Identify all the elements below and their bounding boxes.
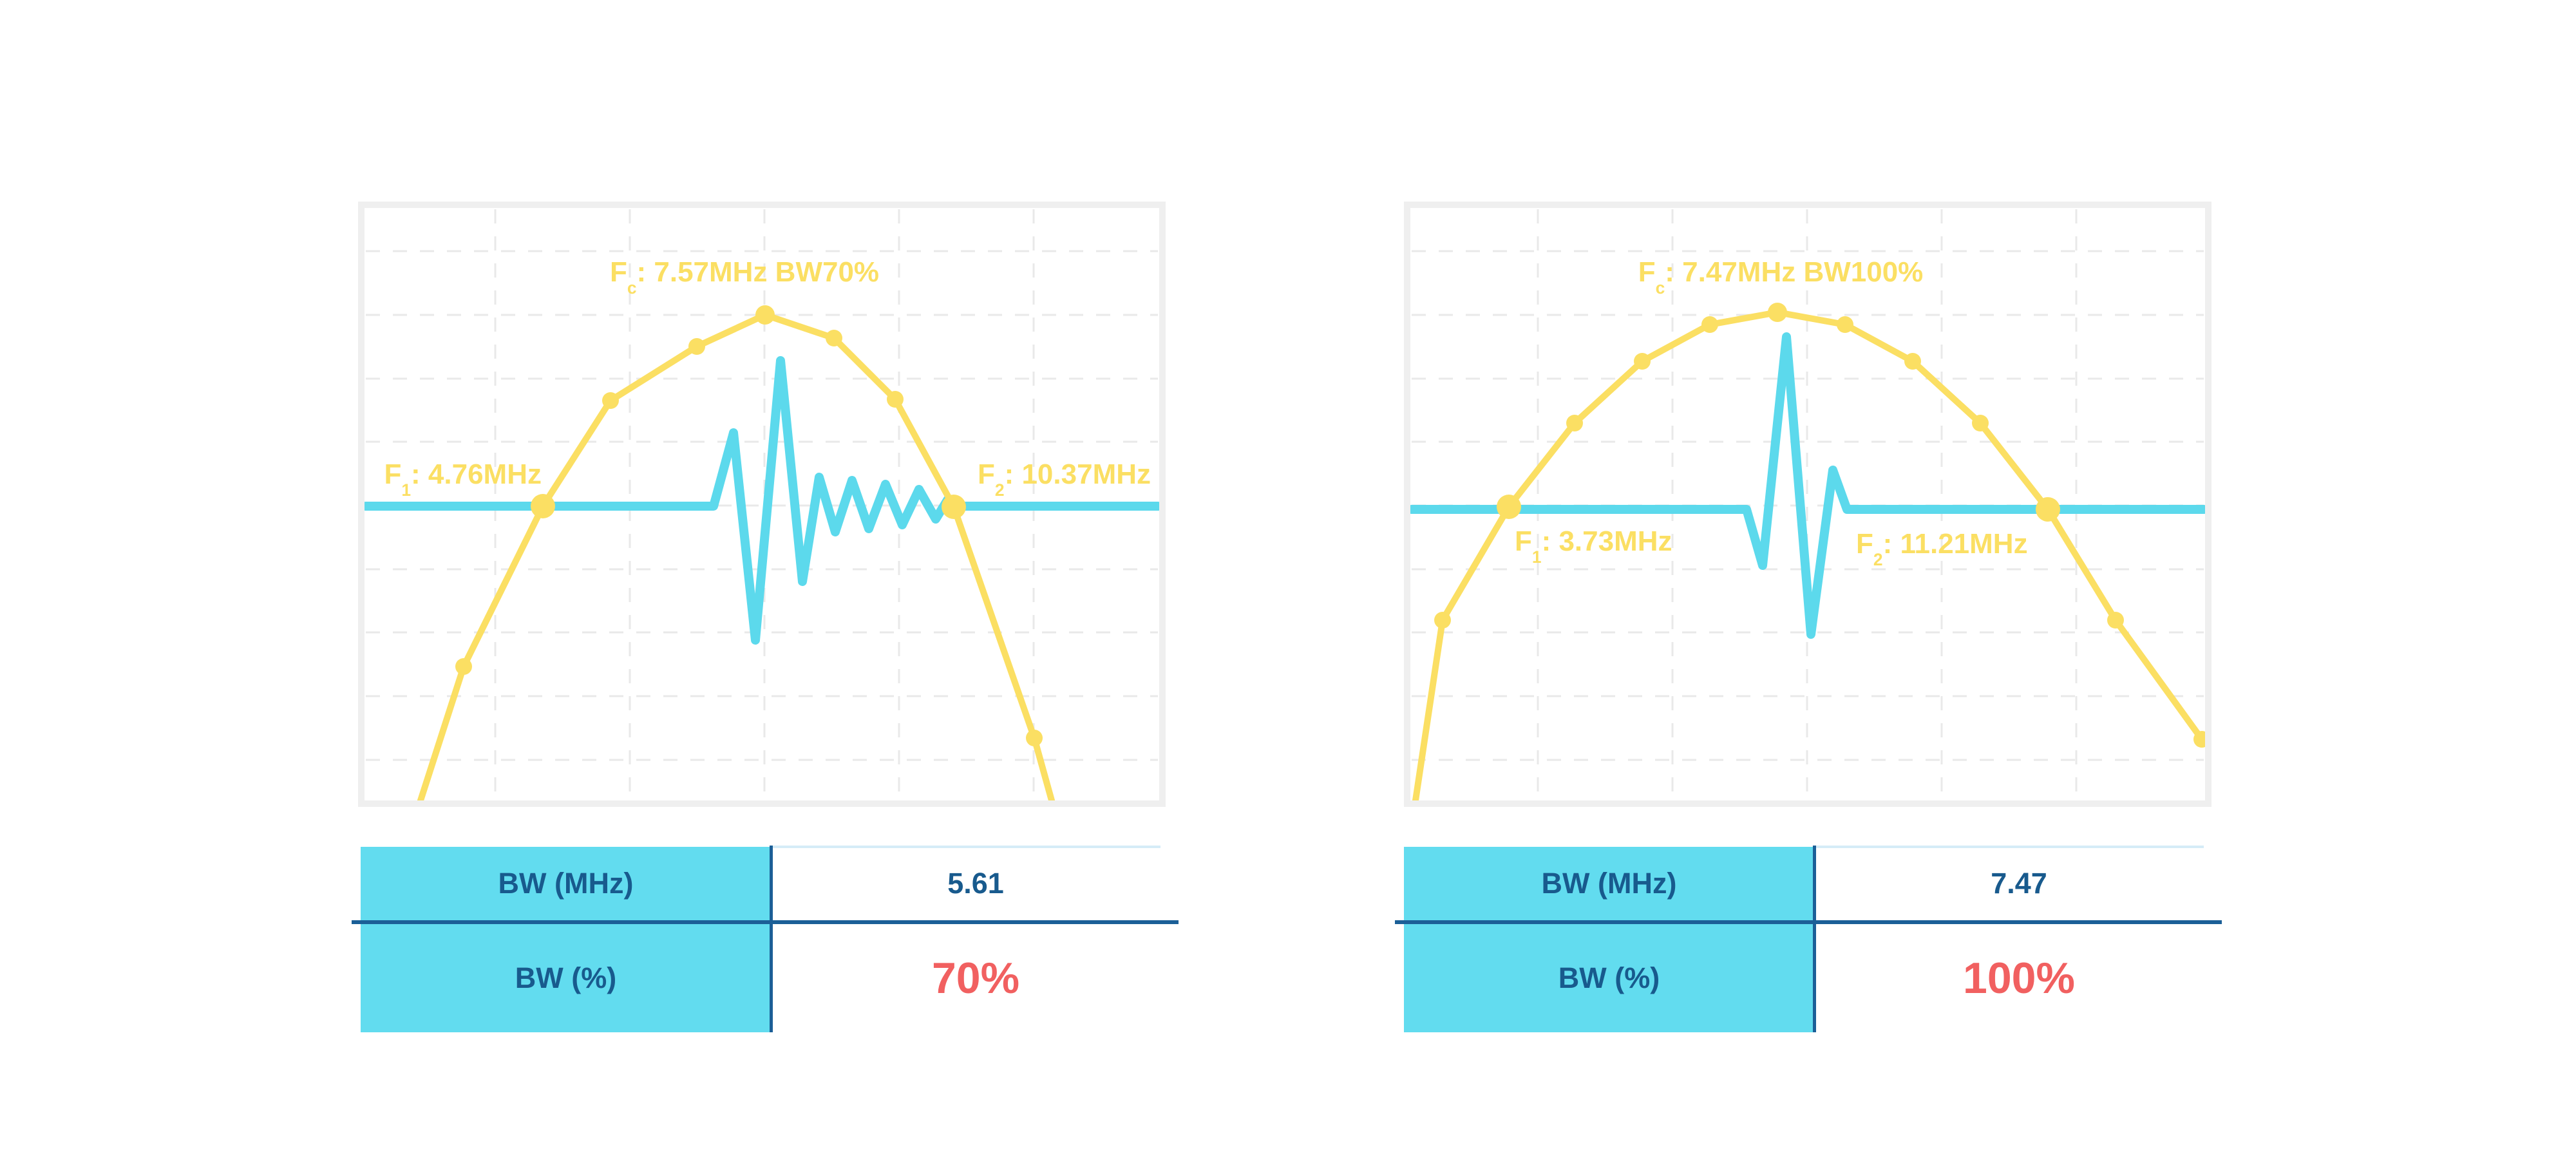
table-top-rule: [771, 846, 1160, 848]
table-column-divider: [1813, 846, 1816, 1032]
bw-percent-label: BW (%): [515, 961, 617, 994]
spectrum-chart-bw100: Fc: 7.47MHz BW100% F1: 3.73MHz F2: 11.21…: [1404, 202, 2211, 807]
table-header-column: [361, 847, 771, 1032]
table-top-rule: [1814, 846, 2204, 848]
bw-percent-value: 100%: [1963, 954, 2075, 1003]
bw-percent-value: 70%: [931, 954, 1020, 1003]
spectrum-plot-bw70: [358, 202, 1166, 807]
table-row-divider: [352, 920, 1179, 924]
center-frequency-annotation: Fc: 7.57MHz BW70%: [609, 256, 880, 298]
spectrum-plot-bw100: [1404, 202, 2211, 807]
table-header-column: [1404, 847, 1814, 1032]
bw-mhz-value: 5.61: [947, 867, 1004, 900]
bw-mhz-label: BW (MHz): [498, 867, 634, 900]
bw-percent-label: BW (%): [1558, 961, 1660, 994]
table-row-divider: [1395, 920, 2222, 924]
table-column-divider: [770, 846, 773, 1032]
center-frequency-annotation: Fc: 7.47MHz BW100%: [1638, 256, 1924, 298]
f1-annotation: F1: 4.76MHz: [384, 459, 542, 500]
f2-annotation: F2: 11.21MHz: [1856, 528, 2028, 570]
bandwidth-table-bw70: BW (MHz) 5.61 BW (%) 70%: [352, 844, 1191, 1034]
bandwidth-table-bw100: BW (MHz) 7.47 BW (%) 100%: [1395, 844, 2235, 1034]
f2-annotation: F2: 10.37MHz: [978, 459, 1151, 500]
f1-annotation: F1: 3.73MHz: [1515, 525, 1672, 567]
bw-mhz-label: BW (MHz): [1541, 867, 1677, 900]
bw-mhz-value: 7.47: [1991, 867, 2047, 900]
spectrum-chart-bw70: Fc: 7.57MHz BW70% F1: 4.76MHz F2: 10.37M…: [358, 202, 1166, 807]
